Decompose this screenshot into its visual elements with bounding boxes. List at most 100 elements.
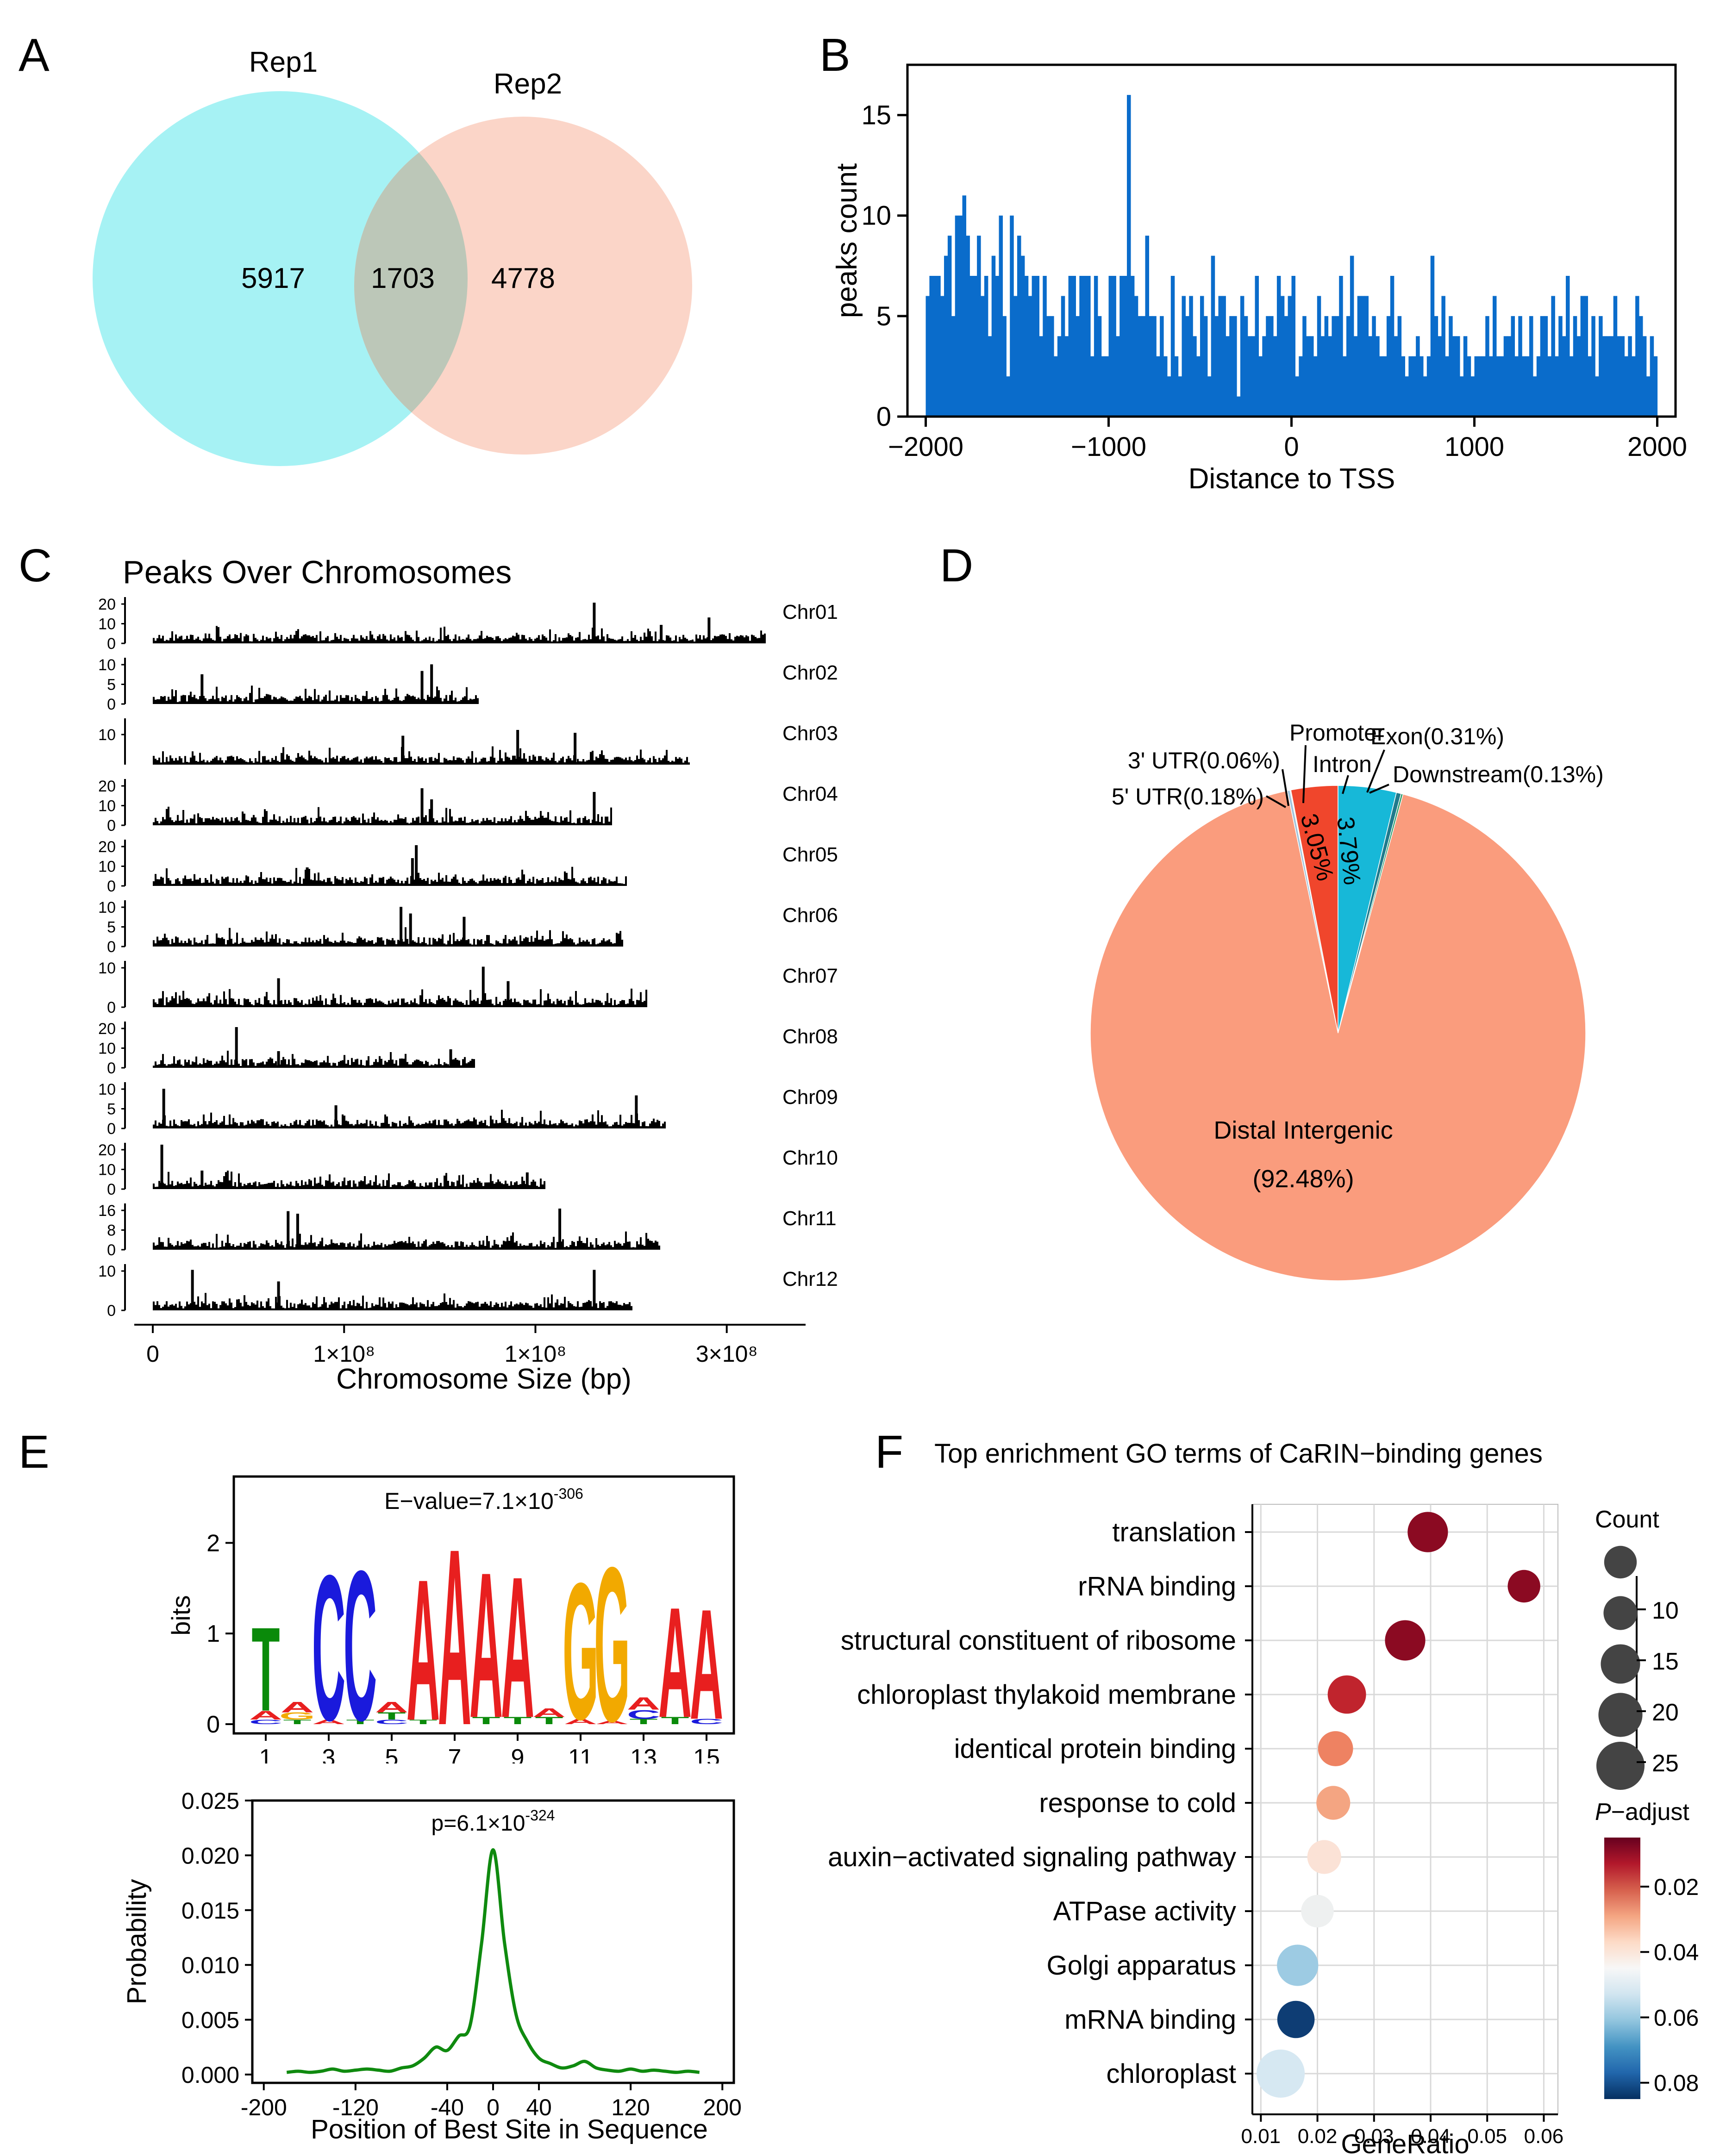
go-term-label: Golgi apparatus <box>1047 1950 1236 1981</box>
tss-bar <box>1002 316 1007 417</box>
logo-letter: A <box>595 1720 629 1725</box>
tss-bar <box>1182 296 1186 417</box>
logo-frame <box>232 1475 735 1735</box>
chromosome-name: Chr07 <box>782 965 838 987</box>
venn-count-overlap: 1703 <box>371 262 435 294</box>
tss-bar <box>1624 356 1628 417</box>
tss-bar <box>1207 376 1212 417</box>
tss-bar <box>1438 336 1442 417</box>
chromosome-ytick-label: 0 <box>107 1181 116 1198</box>
tss-bar <box>1441 296 1445 417</box>
tss-ytick-label: 10 <box>861 201 891 231</box>
count-legend-dot <box>1604 1545 1637 1579</box>
tss-bar <box>1420 356 1424 417</box>
chromosome-peak <box>415 845 418 886</box>
tss-bar <box>1185 316 1189 417</box>
tss-bar <box>947 236 952 417</box>
tss-bar <box>1569 356 1574 417</box>
pie-pct-distal: (92.48%) <box>1252 1165 1354 1193</box>
logo-xtick-label: 1 <box>259 1745 273 1763</box>
tss-bar <box>1167 376 1171 417</box>
chromosome-ytick-label: 10 <box>98 960 116 977</box>
chromosome-peak <box>296 1214 299 1250</box>
tss-bar <box>1335 316 1339 417</box>
tss-bar <box>1493 296 1497 417</box>
padjust-tick-label: 0.08 <box>1654 2070 1699 2096</box>
tss-bar <box>1258 356 1263 417</box>
tss-bar <box>955 215 959 417</box>
chromosome-ytick-label: 0 <box>107 1059 116 1077</box>
tss-bar <box>1459 376 1464 417</box>
tss-ytick-label: 5 <box>876 301 891 331</box>
tss-bar <box>1595 376 1599 417</box>
chromosome-track: 10 0 Chr07 <box>98 960 838 1016</box>
tss-bar <box>1156 356 1160 417</box>
tss-bar <box>1536 356 1541 417</box>
chromosome-peak <box>516 730 519 765</box>
centrimo-pvalue: p=6.1×10-324 <box>432 1807 555 1836</box>
tss-bar <box>1452 336 1457 417</box>
tss-bar <box>1372 316 1376 417</box>
chromosome-ytick-label: 10 <box>98 1161 116 1179</box>
tss-bar <box>1083 276 1087 417</box>
tss-bar <box>944 255 948 417</box>
tss-bar <box>1203 316 1208 417</box>
tss-bar <box>1247 336 1252 417</box>
logo-letter: A <box>375 1699 408 1715</box>
tss-bar <box>1606 336 1610 417</box>
chromosome-peak <box>191 1270 194 1310</box>
logo-xtick-label: 5 <box>385 1745 399 1763</box>
venn-circle-rep1 <box>93 91 468 466</box>
tss-bar <box>991 255 996 417</box>
tss-bar <box>981 296 985 417</box>
logo-letter: A <box>564 1717 597 1726</box>
centrimo-ytick-label: 0.020 <box>181 1843 239 1869</box>
panel-label-e: E <box>19 1426 50 1478</box>
tss-bar <box>1020 255 1025 417</box>
centrimo-xtick-label: 200 <box>703 2094 742 2120</box>
logo-ylabel: bits <box>166 1595 195 1635</box>
go-point <box>1277 1944 1319 1986</box>
go-point <box>1407 1512 1448 1552</box>
chromosome-ytick-label: 10 <box>98 858 116 876</box>
logo-ytick-label: 0 <box>206 1711 220 1738</box>
chromosome-peak-density <box>153 626 766 643</box>
tss-bar <box>1196 356 1201 417</box>
tss-bar <box>1291 276 1295 417</box>
panel-label-d: D <box>940 540 974 592</box>
tss-bar <box>1412 356 1416 417</box>
tss-bar <box>995 276 1000 417</box>
logo-xtick-label: 7 <box>448 1745 462 1763</box>
tss-bar <box>1108 276 1113 417</box>
tss-xtick-label: 0 <box>1284 432 1299 462</box>
tss-bar <box>1489 356 1493 417</box>
chromosome-peak <box>430 664 433 704</box>
chromosome-track: 20 10 0 Chr05 <box>98 838 838 895</box>
count-legend-label: 15 <box>1652 1648 1679 1675</box>
padjust-legend-title: P−adjust <box>1595 1799 1689 1826</box>
logo-letter: C <box>627 1707 660 1721</box>
tss-bar <box>1430 255 1435 417</box>
tss-bar <box>926 296 930 417</box>
tss-bar <box>1170 276 1175 417</box>
logo-letter: A <box>438 1496 471 1763</box>
go-point <box>1316 1786 1351 1820</box>
go-term-label: structural constituent of ribosome <box>841 1626 1236 1656</box>
tss-bar <box>1449 316 1453 417</box>
logo-letter: A <box>690 1577 723 1753</box>
chromosome-peak <box>200 1171 204 1189</box>
tss-bar <box>1035 276 1039 417</box>
go-points <box>1257 1512 1540 2098</box>
chromosome-peaks-chart: Peaks Over Chromosomes 20100Chr011050Chr… <box>98 554 838 1395</box>
go-xtick-label: 0.06 <box>1524 2125 1564 2148</box>
chromosome-peak <box>277 1051 280 1068</box>
chromosome-peak <box>430 799 433 825</box>
tss-bar <box>1353 336 1358 417</box>
tss-bar <box>962 195 966 417</box>
chromosome-peak <box>306 867 309 886</box>
tss-bar <box>1332 316 1336 417</box>
annotation-pie-chart: 5' UTR(0.18%) 3' UTR(0.06%) Promoter Int… <box>1090 720 1604 1281</box>
go-xtick-label: 0.04 <box>1411 2125 1451 2148</box>
tss-bar <box>1620 336 1625 417</box>
logo-letter: C <box>344 1526 377 1763</box>
